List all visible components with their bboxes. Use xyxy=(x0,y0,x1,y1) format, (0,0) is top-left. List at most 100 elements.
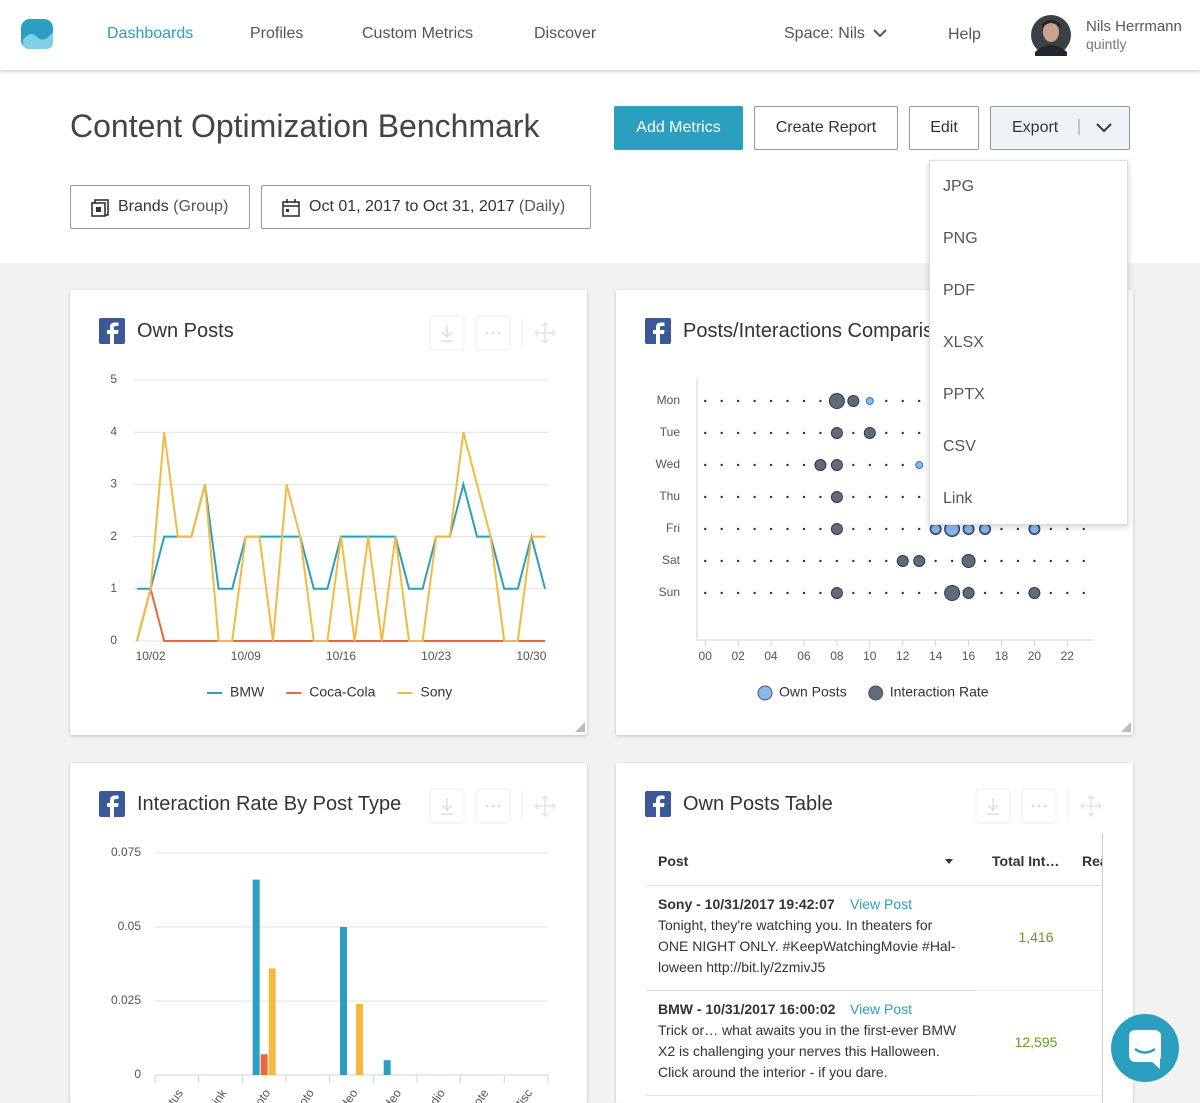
widget-card: Own Posts 0 1 2 3 4 5 10/02 10/09 10/16 10/23 10/3… xyxy=(70,290,587,735)
cell-dot xyxy=(802,399,806,403)
y-tick-label: Fri xyxy=(666,521,680,535)
column-header[interactable]: Post xyxy=(658,853,689,869)
cell-dot xyxy=(819,431,822,435)
column-header[interactable]: Total Int… xyxy=(992,853,1060,869)
help-link[interactable]: Help xyxy=(948,26,981,43)
post-text-line: loween http://bit.ly/2zmivJ5 xyxy=(658,959,826,975)
cell-dot xyxy=(885,591,888,595)
y-tick-label: 5 xyxy=(110,372,117,386)
x-tick-label: 10/23 xyxy=(421,649,451,663)
move-icon[interactable] xyxy=(1079,794,1103,818)
add-metrics-button[interactable]: Add Metrics xyxy=(614,106,743,150)
y-tick-label: Wed xyxy=(656,457,680,471)
cell-dot xyxy=(753,591,756,595)
export-toggle[interactable] xyxy=(1076,118,1116,138)
tool-button[interactable] xyxy=(429,788,465,824)
cell-dot xyxy=(868,463,872,467)
card-icons xyxy=(99,788,557,824)
tool-button[interactable] xyxy=(475,788,511,824)
line-chart: 0 1 2 3 4 5 10/02 10/09 10/16 10/23 10/30 BMW Coca-C… xyxy=(110,372,585,732)
cell-dot xyxy=(753,463,756,467)
bubble xyxy=(847,395,860,407)
cell-dot xyxy=(736,463,740,467)
avatar[interactable] xyxy=(1030,14,1072,56)
bubble xyxy=(980,524,991,534)
cell-dot xyxy=(901,399,904,403)
bar xyxy=(268,968,276,1075)
date-filter[interactable]: Oct 01, 2017 to Oct 31, 2017 (Daily) xyxy=(261,185,591,229)
post-text-line: X2 is challenging your nerves this Hallo… xyxy=(658,1043,940,1059)
filter-label: Brands xyxy=(118,198,169,215)
legend-label[interactable]: BMW xyxy=(230,684,265,700)
facebook-icon-f xyxy=(107,795,119,817)
legend-label[interactable]: Interaction Rate xyxy=(890,684,989,700)
series-line xyxy=(136,431,545,642)
x-tick-label: 00 xyxy=(699,649,713,663)
total-interactions: 1,416 xyxy=(1018,929,1054,945)
bubble xyxy=(865,397,874,405)
menu-item[interactable]: PDF xyxy=(943,282,975,299)
resize-handle[interactable] xyxy=(575,722,585,732)
legend-label[interactable]: Coca-Cola xyxy=(309,684,375,700)
dashboard-title: Content Optimization Benchmark xyxy=(70,108,540,144)
nav-link[interactable]: Discover xyxy=(534,25,597,42)
bubble xyxy=(830,587,843,599)
post-text-line: Tonight, they're watching you. In theate… xyxy=(658,917,933,933)
bubble xyxy=(915,461,924,469)
nav-link[interactable]: Dashboards xyxy=(107,25,194,42)
tool-button[interactable] xyxy=(475,315,511,351)
bubble xyxy=(863,427,876,439)
series-line xyxy=(136,584,545,642)
nav-link[interactable]: Profiles xyxy=(250,25,304,42)
bubble xyxy=(913,555,926,567)
move-icon[interactable] xyxy=(533,794,557,818)
create-report-button[interactable]: Create Report xyxy=(754,106,898,150)
legend-label[interactable]: Own Posts xyxy=(779,684,847,700)
menu-item[interactable]: CSV xyxy=(943,438,976,455)
top-nav: Dashboards Profiles Custom Metrics Disco… xyxy=(0,0,1200,70)
cell-dot xyxy=(901,591,904,595)
cell-dot xyxy=(934,559,937,563)
cell-dot xyxy=(802,431,806,435)
view-post-link[interactable]: View Post xyxy=(850,896,912,912)
edit-button[interactable]: Edit xyxy=(909,106,979,150)
bubble xyxy=(961,554,976,568)
menu-item[interactable]: XLSX xyxy=(943,334,984,351)
sort-arrow[interactable] xyxy=(944,857,956,867)
logo[interactable] xyxy=(20,18,56,50)
menu-item[interactable]: JPG xyxy=(943,178,975,195)
move-icon[interactable] xyxy=(533,321,557,345)
calendar-icon xyxy=(282,199,300,217)
tool-button[interactable] xyxy=(1021,788,1057,824)
menu-item[interactable]: PPTX xyxy=(943,386,985,403)
cell-dot xyxy=(1082,559,1085,563)
cell-dot xyxy=(1016,559,1020,563)
cell-dot xyxy=(868,559,872,563)
resize-handle[interactable] xyxy=(1121,722,1131,732)
x-tick-label: 16 xyxy=(962,649,976,663)
legend-label[interactable]: Sony xyxy=(420,684,452,700)
nav-link[interactable]: Custom Metrics xyxy=(362,25,474,42)
y-tick-label: 0.05 xyxy=(118,919,142,933)
cell-dot xyxy=(753,431,756,435)
cell-dot xyxy=(786,527,789,531)
cell-dot xyxy=(1033,559,1036,563)
chat-launcher[interactable] xyxy=(1110,1013,1180,1083)
brand-filter[interactable]: Brands (Group) xyxy=(70,185,250,229)
column-header[interactable]: Rea xyxy=(1082,853,1103,869)
cell-dot xyxy=(704,559,707,563)
cell-dot xyxy=(885,559,888,563)
tool-button[interactable] xyxy=(975,788,1011,824)
y-tick-label: 4 xyxy=(110,424,117,438)
menu-item[interactable]: PNG xyxy=(943,230,978,247)
cell-dot xyxy=(720,463,723,467)
space-selector[interactable]: Space: Nils xyxy=(784,25,865,42)
tool-button[interactable] xyxy=(429,315,465,351)
cell-dot xyxy=(852,591,855,595)
view-post-link[interactable]: View Post xyxy=(850,1001,912,1017)
card-icons xyxy=(645,788,1103,824)
x-tick-label: Photo xyxy=(287,1086,317,1103)
menu-item[interactable]: Link xyxy=(943,490,973,507)
more-dot xyxy=(485,804,489,808)
